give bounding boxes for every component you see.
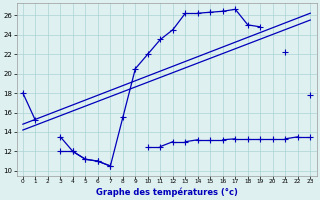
X-axis label: Graphe des températures (°c): Graphe des températures (°c) bbox=[96, 187, 237, 197]
